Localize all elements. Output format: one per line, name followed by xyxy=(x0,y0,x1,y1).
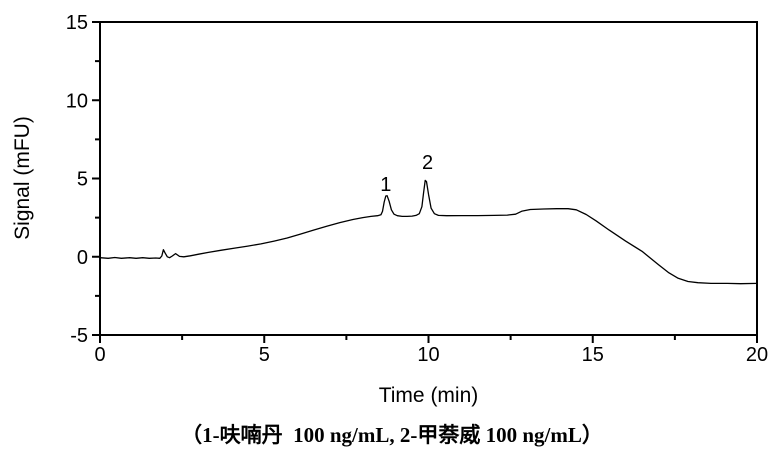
x-tick-label: 5 xyxy=(259,344,270,366)
peak-label-1: 1 xyxy=(380,174,391,196)
y-tick-label: 10 xyxy=(66,90,88,112)
x-tick-label: 10 xyxy=(417,344,439,366)
figure-caption: （1-呋喃丹 100 ng/mL, 2-甲萘威 100 ng/mL） xyxy=(181,423,603,447)
chromatogram-curve xyxy=(99,179,758,285)
y-tick-label: 0 xyxy=(77,247,88,269)
x-tick-label: 0 xyxy=(94,344,105,366)
x-tick-label: 15 xyxy=(582,344,604,366)
plot-frame xyxy=(99,21,758,336)
y-tick-label: -5 xyxy=(70,325,88,347)
x-axis-title: Time (min) xyxy=(378,384,479,407)
y-tick-label: 15 xyxy=(66,12,88,34)
y-axis-title: Signal (mFU) xyxy=(11,116,34,240)
peak-label-2: 2 xyxy=(422,152,433,174)
y-tick-label: 5 xyxy=(77,169,88,191)
x-tick-label: 20 xyxy=(746,344,768,366)
